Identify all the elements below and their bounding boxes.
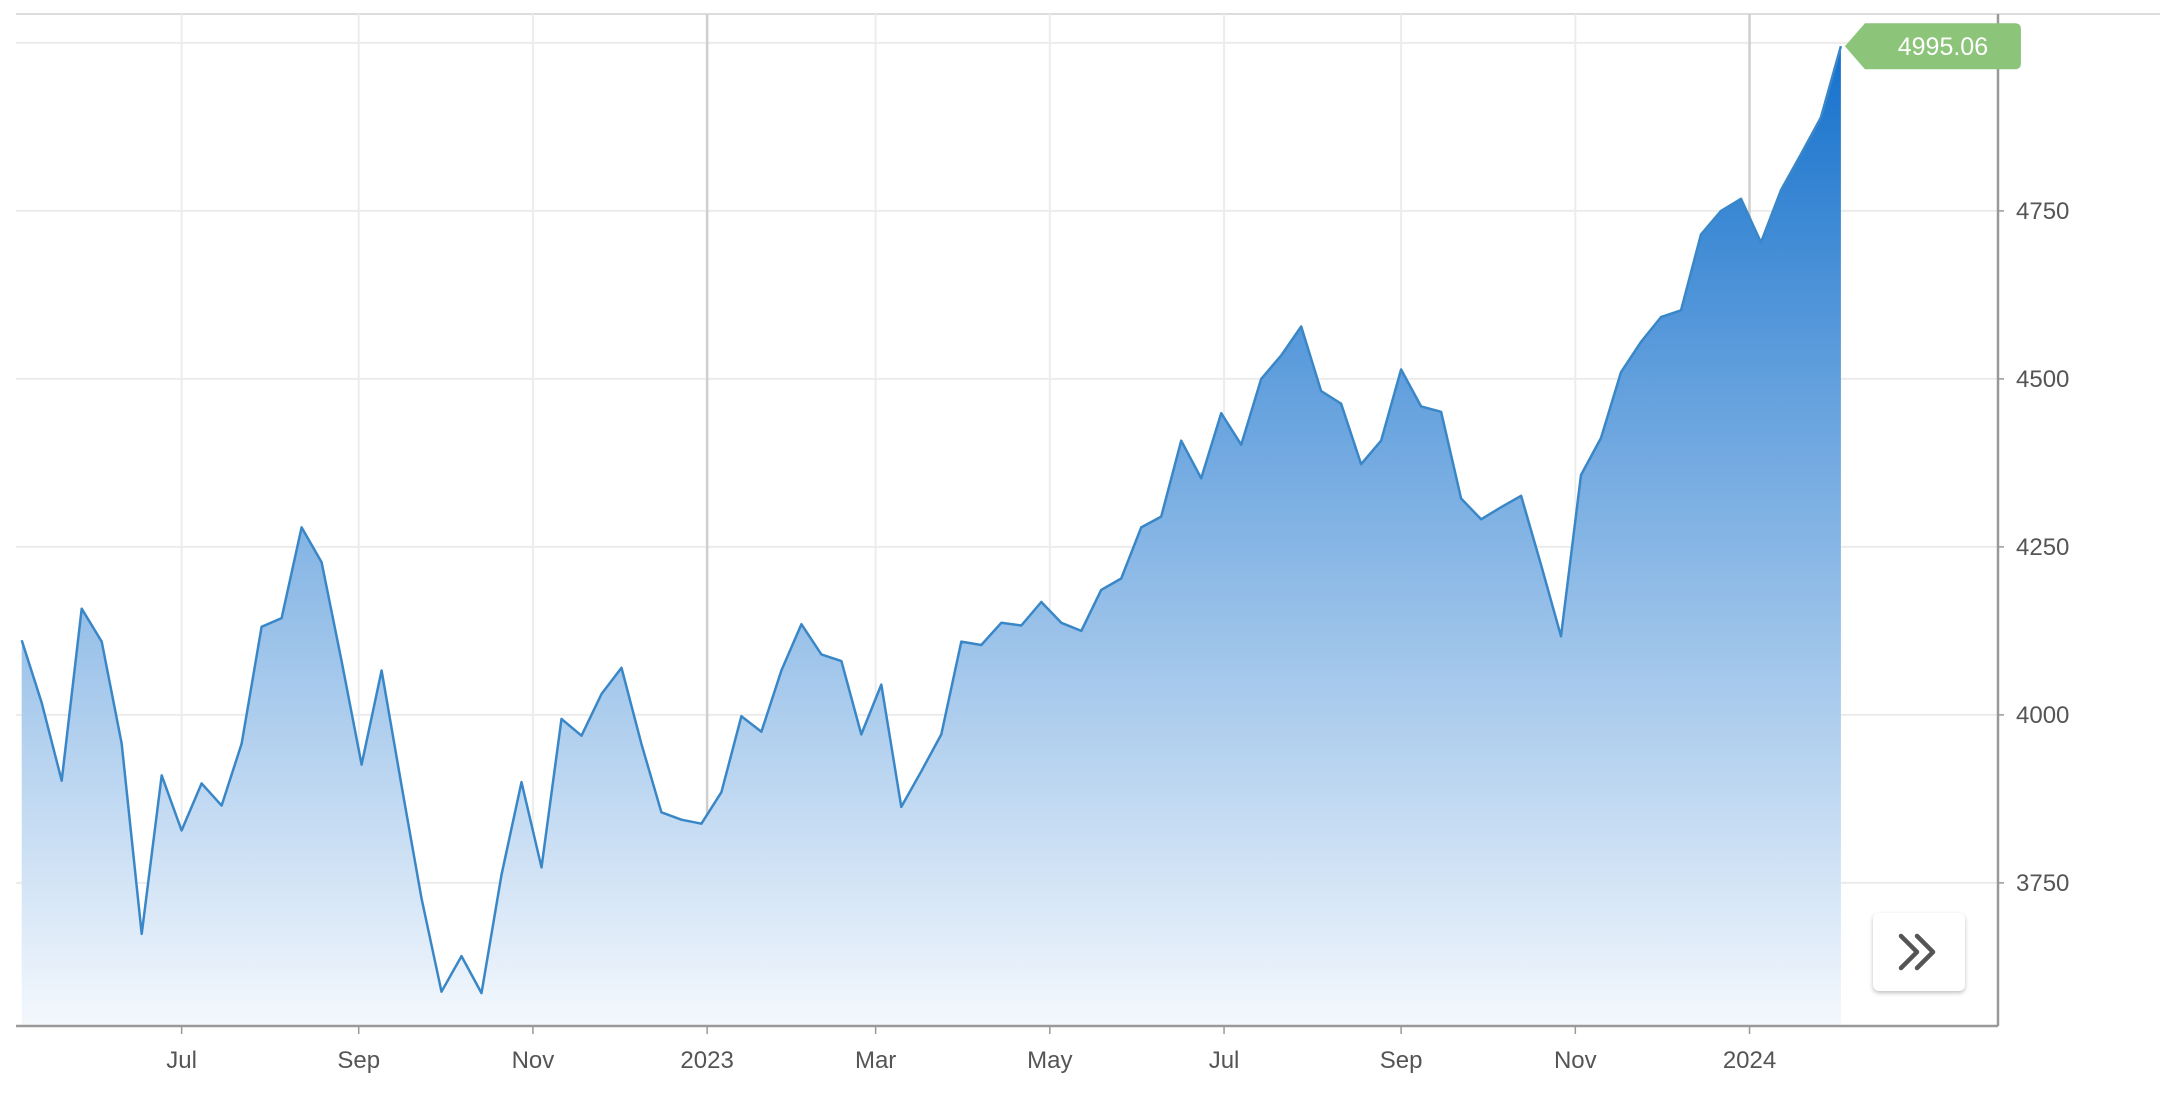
last-value-badge: 4995.06 <box>1844 23 2021 70</box>
double-chevron-right-icon <box>1898 933 1936 971</box>
x-tick-label: Nov <box>512 1047 555 1074</box>
scroll-right-button[interactable] <box>1873 913 1965 991</box>
series-line <box>20 45 1843 995</box>
axes: 3750 4000 4250 4500 4750 Jul Sep Nov 2023 Mar May J… <box>16 14 2069 1074</box>
x-tick-label: May <box>1027 1047 1072 1074</box>
last-value-label: 4995.06 <box>1898 33 1988 61</box>
y-tick-label: 4500 <box>2016 366 2069 393</box>
y-tick-label: 4750 <box>2016 198 2069 225</box>
x-tick-label: Nov <box>1554 1047 1597 1074</box>
x-tick-label: Mar <box>855 1047 896 1074</box>
x-tick-label: 2023 <box>680 1047 733 1074</box>
last-value-badge-shape <box>1844 23 2021 70</box>
x-tick-label: Sep <box>337 1047 380 1074</box>
x-tick-label: 2024 <box>1723 1047 1776 1074</box>
x-tick-label: Sep <box>1380 1047 1423 1074</box>
y-tick-label: 4000 <box>2016 702 2069 729</box>
y-tick-label: 3750 <box>2016 870 2069 897</box>
area-fill <box>21 46 1841 1026</box>
x-tick-label: Jul <box>166 1047 197 1074</box>
x-tick-label: Jul <box>1209 1047 1240 1074</box>
y-tick-label: 4250 <box>2016 534 2069 561</box>
